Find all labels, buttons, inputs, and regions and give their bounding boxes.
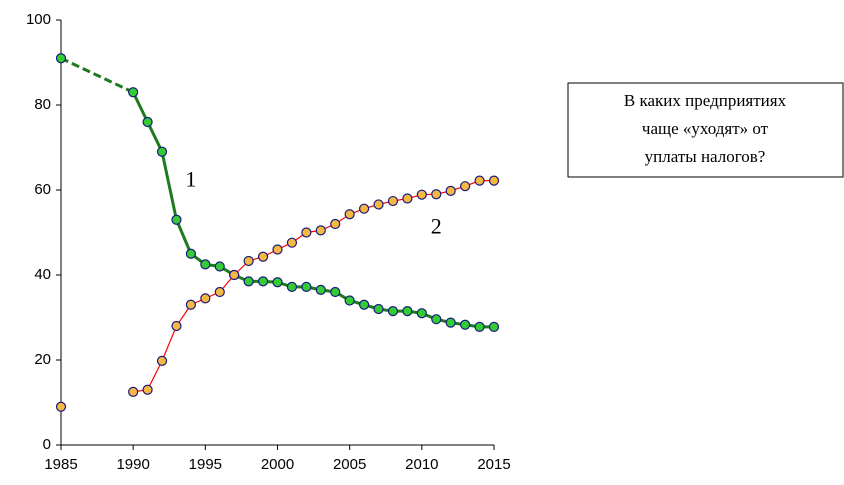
marker bbox=[185, 248, 196, 259]
marker bbox=[257, 276, 269, 287]
marker bbox=[445, 185, 456, 196]
marker bbox=[214, 261, 225, 272]
marker bbox=[344, 295, 355, 306]
marker bbox=[185, 299, 196, 310]
marker bbox=[301, 227, 312, 238]
marker bbox=[460, 181, 471, 192]
x-tick-label: 2010 bbox=[405, 456, 438, 473]
marker bbox=[330, 286, 341, 298]
x-tick-label: 1990 bbox=[116, 456, 149, 473]
y-tick-label: 100 bbox=[26, 11, 51, 28]
marker bbox=[55, 53, 67, 64]
x-tick-label: 1985 bbox=[44, 456, 77, 473]
marker bbox=[301, 281, 312, 292]
y-tick-label: 60 bbox=[34, 181, 51, 198]
marker bbox=[474, 175, 485, 186]
marker bbox=[243, 276, 254, 287]
marker bbox=[330, 218, 341, 230]
marker bbox=[460, 319, 471, 330]
marker bbox=[128, 386, 139, 397]
marker bbox=[272, 244, 283, 255]
x-tick-label: 2015 bbox=[477, 456, 510, 473]
x-tick-label: 1995 bbox=[189, 456, 222, 473]
marker bbox=[200, 259, 211, 270]
x-tick-label: 2000 bbox=[261, 456, 294, 473]
gap-line bbox=[60, 56, 134, 94]
marker bbox=[315, 225, 326, 236]
annotation-bg bbox=[426, 214, 451, 243]
y-tick-label: 0 bbox=[43, 436, 51, 453]
note-line: В каких предприятиях bbox=[624, 91, 787, 110]
marker bbox=[474, 321, 485, 332]
marker bbox=[257, 251, 269, 262]
annotation-bg bbox=[180, 167, 205, 196]
marker bbox=[402, 193, 413, 204]
marker bbox=[416, 308, 427, 319]
marker bbox=[344, 209, 355, 220]
marker bbox=[200, 293, 211, 304]
marker bbox=[229, 269, 240, 281]
marker bbox=[142, 116, 153, 128]
marker bbox=[243, 255, 254, 267]
marker bbox=[488, 175, 500, 186]
annotation: 2 bbox=[431, 213, 442, 238]
marker bbox=[387, 195, 399, 207]
marker bbox=[416, 189, 427, 200]
note-box bbox=[567, 82, 844, 178]
marker bbox=[55, 401, 67, 412]
note-line: уплаты налогов? bbox=[645, 147, 766, 166]
marker bbox=[488, 321, 500, 332]
marker bbox=[214, 286, 225, 298]
marker bbox=[171, 320, 182, 332]
note-line: чаще «уходят» от bbox=[642, 119, 769, 138]
marker bbox=[142, 384, 153, 395]
y-tick-label: 20 bbox=[34, 351, 51, 368]
marker bbox=[286, 237, 298, 248]
y-tick-label: 80 bbox=[34, 96, 51, 113]
marker bbox=[286, 281, 298, 292]
marker bbox=[359, 299, 370, 310]
marker bbox=[387, 306, 399, 317]
marker bbox=[402, 306, 413, 317]
annotation: 1 bbox=[185, 167, 196, 192]
marker bbox=[373, 199, 384, 210]
marker bbox=[359, 203, 370, 214]
marker bbox=[171, 214, 182, 225]
marker bbox=[431, 314, 442, 325]
marker bbox=[272, 277, 283, 288]
marker bbox=[156, 355, 168, 366]
marker bbox=[156, 146, 168, 157]
marker bbox=[431, 189, 442, 200]
marker bbox=[373, 303, 384, 315]
y-tick-label: 40 bbox=[34, 266, 51, 283]
series-line bbox=[131, 91, 494, 329]
x-tick-label: 2005 bbox=[333, 456, 366, 473]
marker bbox=[128, 87, 139, 98]
marker bbox=[315, 284, 326, 295]
marker bbox=[445, 317, 456, 328]
